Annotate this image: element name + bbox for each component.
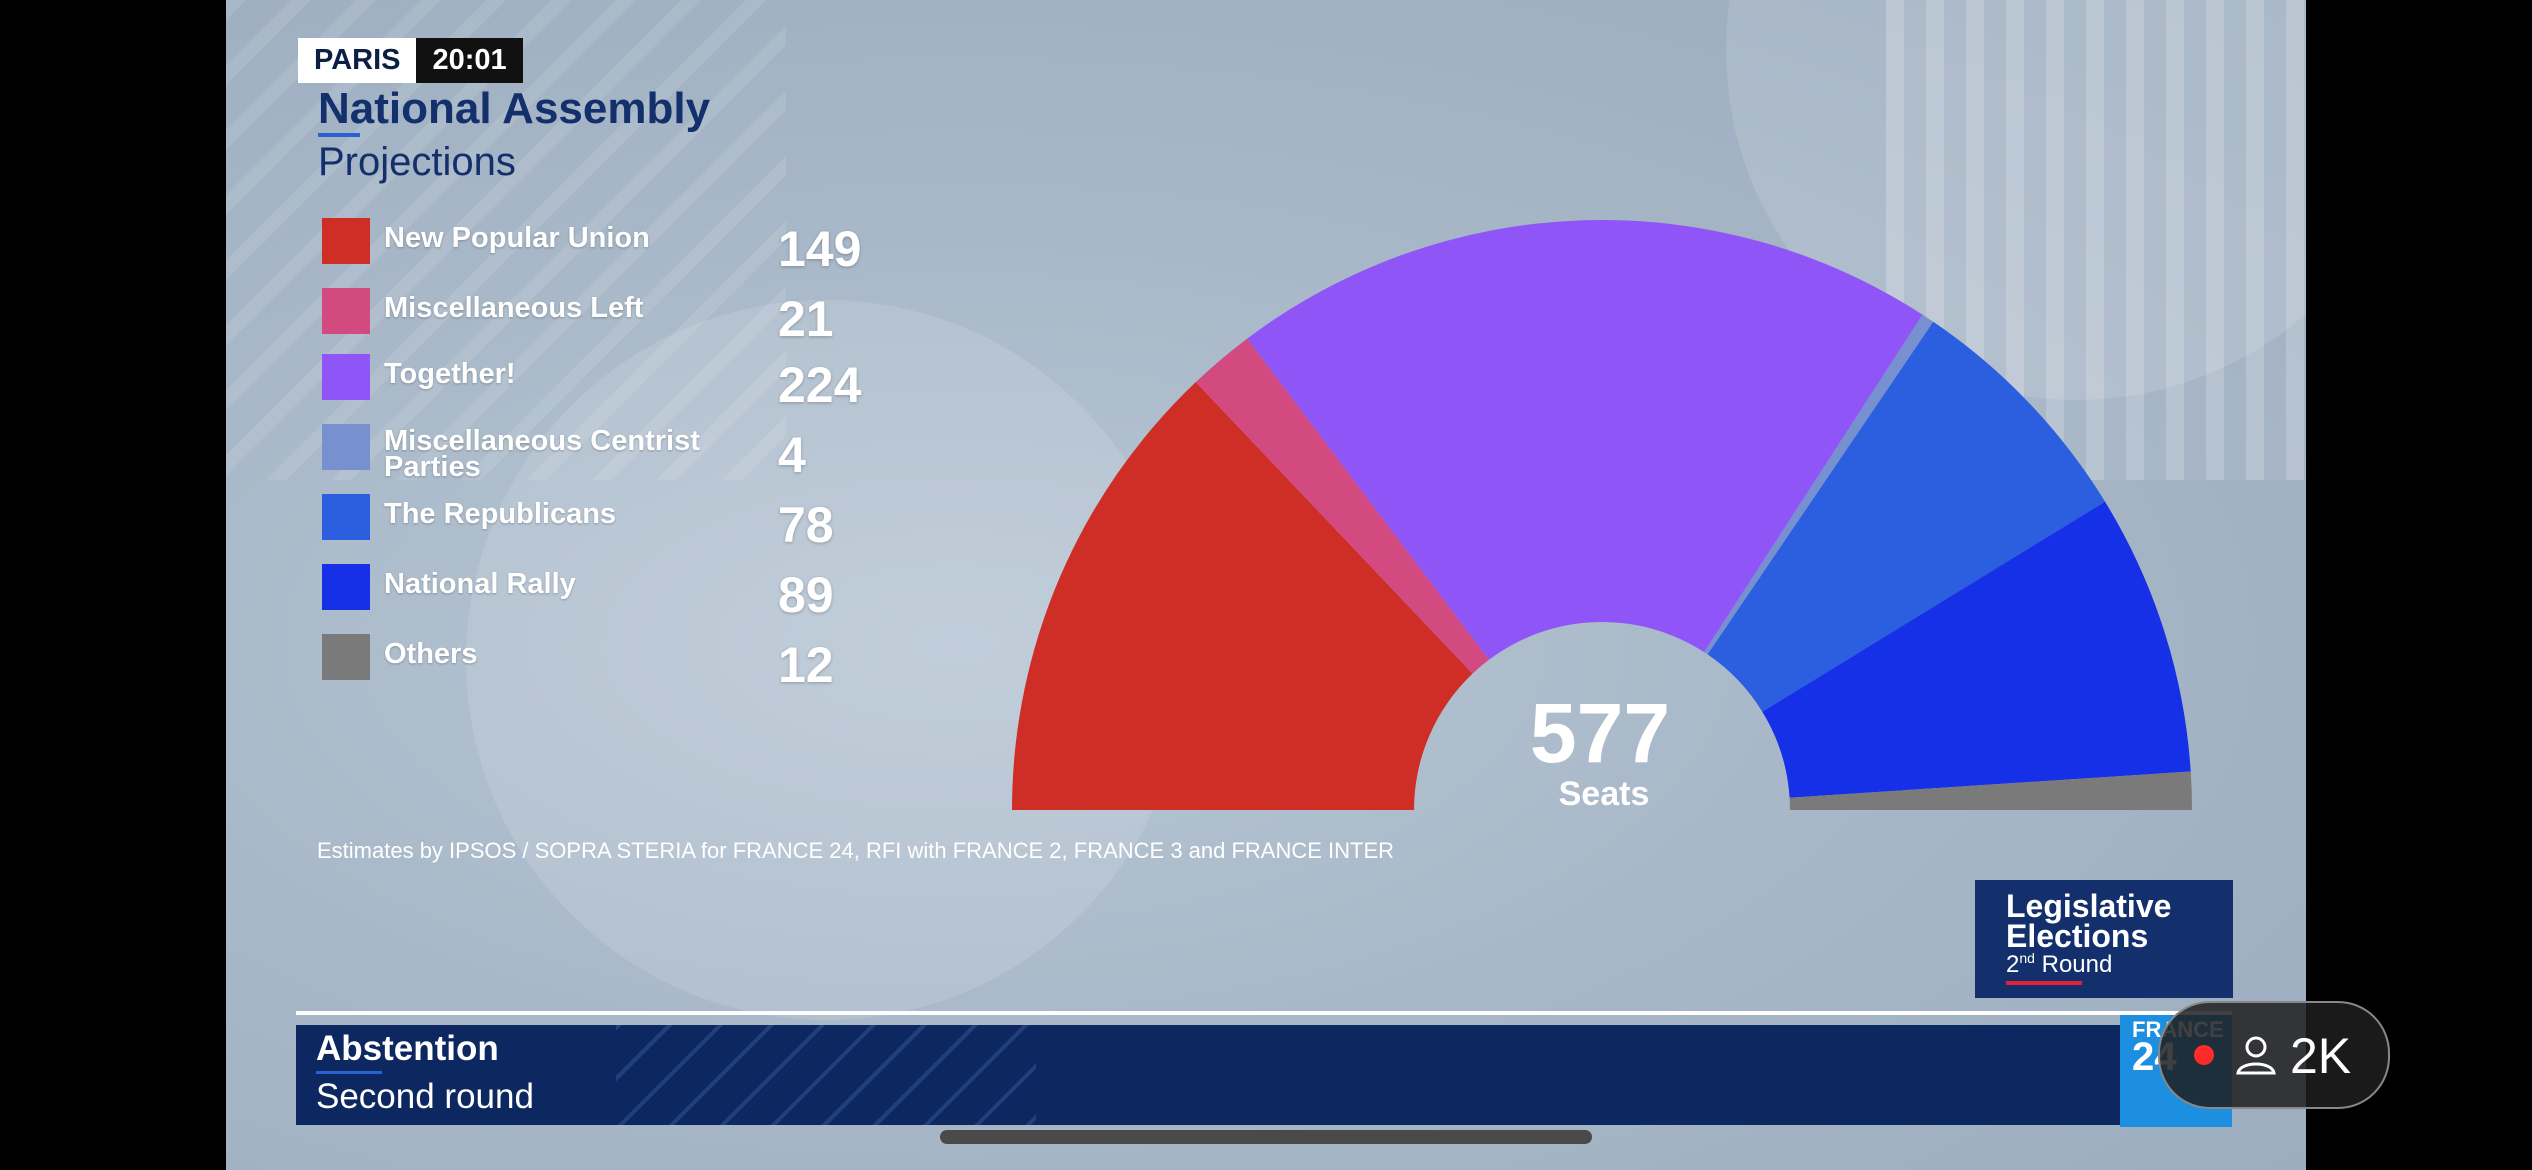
ticker-heading-underline: [316, 1071, 382, 1074]
badge-round-number: 2: [2006, 951, 2020, 978]
chart-subtitle: Projections: [318, 140, 516, 184]
legend-value: 89: [778, 567, 834, 623]
ticker-subheading: Second round: [316, 1077, 534, 1116]
total-seats-unit: Seats: [1559, 775, 1650, 813]
hemicycle-slice-6: [1789, 771, 2192, 810]
legend-value: 224: [778, 357, 862, 413]
time-label: 20:01: [416, 38, 523, 83]
legend-label: Miscellaneous Left: [384, 292, 644, 324]
location-time-tag: PARIS 20:01: [298, 38, 523, 83]
legend-swatch: [322, 494, 370, 540]
ticker-heading: Abstention: [316, 1029, 499, 1068]
hemicycle-slice-4: [1707, 321, 2106, 712]
legend-label: National Rally: [384, 568, 576, 600]
legend-value: 4: [778, 427, 806, 483]
legend-item: Miscellaneous Centrist Parties 4: [322, 424, 922, 484]
legend-value: 12: [778, 637, 834, 693]
source-note: Estimates by IPSOS / SOPRA STERIA for FR…: [317, 838, 1395, 863]
legend-label: The Republicans: [384, 498, 617, 530]
badge-round-text: Round: [2034, 951, 2113, 978]
legend-label: Miscellaneous Centrist Parties: [384, 425, 700, 483]
news-ticker: Abstention Second round: [296, 1025, 2232, 1125]
legend-swatch: [322, 634, 370, 680]
city-label: PARIS: [298, 38, 417, 83]
legend-swatch: [322, 564, 370, 610]
legend-item: Miscellaneous Left 21: [322, 288, 922, 348]
ticker-divider: [296, 1011, 2232, 1015]
legend-swatch: [322, 218, 370, 264]
legend-label: Others: [384, 638, 478, 670]
live-dot-icon: [2194, 1045, 2214, 1065]
legend-item: New Popular Union 149: [322, 218, 922, 278]
legend-value: 149: [778, 221, 862, 277]
legend-value: 21: [778, 291, 834, 347]
chart-title: National Assembly: [318, 84, 711, 133]
hemicycle-slice-1: [1195, 338, 1489, 674]
badge-line2: Elections: [2006, 918, 2149, 954]
legend-swatch: [322, 288, 370, 334]
legend-item: Together! 224: [322, 354, 922, 414]
badge-accent-bar: [2006, 981, 2082, 985]
election-badge: Legislative Elections 2nd Round: [1975, 880, 2233, 998]
home-indicator[interactable]: [940, 1130, 1592, 1144]
legend-swatch: [322, 354, 370, 400]
legend-label: New Popular Union: [384, 222, 650, 254]
legend-item: The Republicans 78: [322, 494, 922, 554]
hemicycle-slice-5: [1762, 501, 2191, 798]
ticker-pattern: [616, 1025, 1036, 1125]
badge-line1: Legislative: [2006, 888, 2172, 924]
badge-round-suffix: nd: [2019, 950, 2035, 966]
hemicycle-slice-0: [1012, 382, 1473, 810]
hemicycle-slice-3: [1704, 314, 1934, 655]
badge-round: 2nd Round: [2006, 950, 2112, 979]
tv-screen: PARIS 20:01 National Assembly Projection…: [226, 0, 2306, 1170]
live-viewers-pill[interactable]: 2K: [2158, 1001, 2390, 1109]
legend-swatch: [322, 424, 370, 470]
title-underline: [318, 133, 360, 137]
legend-value: 78: [778, 497, 834, 553]
legend-item: Others 12: [322, 634, 922, 694]
person-icon: [2236, 1036, 2276, 1075]
hemicycle-chart: 577 Seats: [1012, 219, 2192, 813]
viewer-count: 2K: [2290, 1028, 2352, 1084]
total-seats-value: 577: [1530, 686, 1670, 780]
hemicycle-slice-2: [1247, 219, 1923, 660]
legend-label: Together!: [384, 358, 516, 390]
legend-item: National Rally 89: [322, 564, 922, 624]
